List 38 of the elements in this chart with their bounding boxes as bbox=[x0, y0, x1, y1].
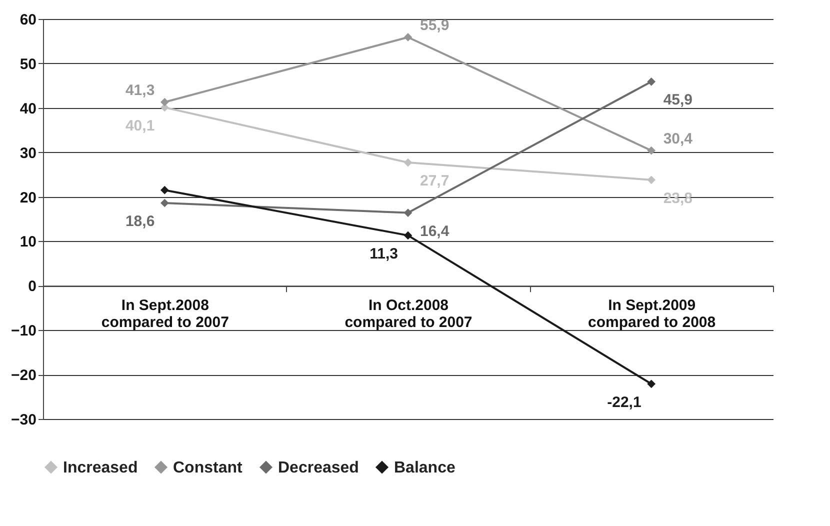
y-tick-label: −20 bbox=[11, 367, 36, 384]
data-label: 27,7 bbox=[420, 172, 450, 190]
point bbox=[404, 208, 412, 217]
x-tick-label: In Sept.2009 compared to 2008 bbox=[588, 297, 716, 332]
y-tick-label: 50 bbox=[20, 56, 36, 73]
point bbox=[404, 33, 412, 42]
point bbox=[647, 146, 656, 155]
y-tick-label: 0 bbox=[28, 278, 36, 296]
legend-label: Increased bbox=[63, 459, 138, 476]
point bbox=[647, 77, 656, 86]
y-tick-label: 10 bbox=[20, 234, 36, 251]
x-tick-label: In Sept.2008 compared to 2007 bbox=[101, 297, 229, 332]
x-tick-label: In Oct.2008 compared to 2007 bbox=[344, 297, 472, 332]
y-tick-label: 30 bbox=[20, 144, 36, 162]
point bbox=[160, 186, 169, 194]
point bbox=[647, 380, 656, 388]
y-tick-label: 40 bbox=[20, 100, 36, 118]
y-tick-label: −30 bbox=[11, 412, 36, 428]
data-label: 18,6 bbox=[125, 213, 155, 230]
y-tick-label: 60 bbox=[20, 12, 36, 28]
point bbox=[404, 231, 412, 240]
data-label: 30,4 bbox=[663, 130, 694, 148]
point bbox=[160, 98, 169, 106]
legend-label: Constant bbox=[173, 459, 243, 476]
data-label: 40,1 bbox=[125, 117, 155, 134]
point bbox=[160, 198, 169, 208]
point bbox=[647, 176, 656, 184]
y-tick-label: 20 bbox=[20, 189, 36, 206]
data-label: 55,9 bbox=[420, 17, 450, 34]
data-label: 16,4 bbox=[420, 222, 450, 240]
point bbox=[404, 158, 412, 167]
legend-label: Decreased bbox=[278, 459, 359, 476]
data-label: -22,1 bbox=[607, 394, 642, 411]
data-label: 45,9 bbox=[663, 92, 693, 109]
data-label: 11,3 bbox=[370, 245, 398, 262]
y-tick-label: −10 bbox=[11, 322, 36, 340]
data-label: 41,3 bbox=[125, 82, 155, 100]
legend-label: Balance bbox=[394, 459, 456, 476]
